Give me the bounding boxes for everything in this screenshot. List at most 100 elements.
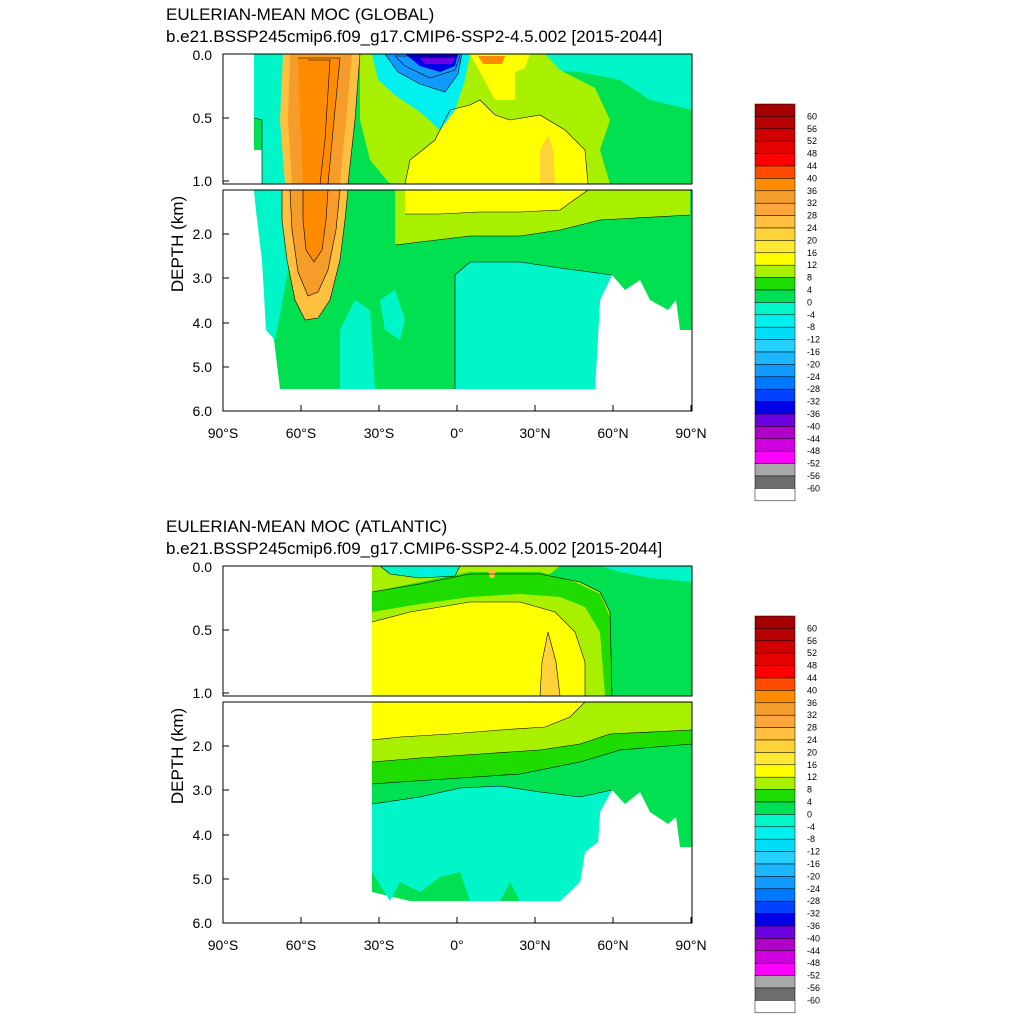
global-ylabel: DEPTH (km) [168,196,187,292]
colorbar-swatch [754,326,796,340]
colorbar-label: 56 [807,636,817,646]
global-lower-contour-lines [281,189,691,389]
global-xtick: 30°S [364,425,395,441]
colorbar-swatch [754,165,796,179]
global-xtick: 0° [450,425,463,441]
atlantic-xtick: 60°S [286,937,317,953]
colorbar-swatch [754,690,796,704]
global-upper-darkorange [298,58,340,184]
colorbar-label: 4 [807,285,812,295]
colorbar-label: -60 [807,483,820,493]
colorbar-label: -40 [807,933,820,943]
colorbar-swatch [754,826,796,840]
atlantic-xtick: 30°S [364,937,395,953]
colorbar-label: -36 [807,409,820,419]
colorbar-label: 40 [807,685,817,695]
colorbar-label: -36 [807,921,820,931]
atlantic-lower-contour-lines [371,701,693,805]
colorbar-label: 32 [807,198,817,208]
colorbar-label: 52 [807,648,817,658]
colorbar-swatch [754,190,796,204]
atlantic-lower-plot [222,701,693,924]
colorbar-label: 56 [807,124,817,134]
colorbar-label: -8 [807,322,815,332]
colorbar-swatch [754,801,796,815]
global-axis-ticks [222,53,692,411]
atlantic-lower-green-band [372,730,692,784]
colorbar-label: 8 [807,273,812,283]
global-moc-chart: EULERIAN-MEAN MOC (GLOBAL) b.e21.BSSP245… [166,5,820,502]
colorbar-label: 40 [807,173,817,183]
colorbar-swatch [754,913,796,927]
colorbar-label: -12 [807,847,820,857]
colorbar-label: 8 [807,785,812,795]
colorbar-swatch [754,776,796,790]
colorbar-label: 24 [807,735,817,745]
colorbar-swatch [754,264,796,278]
colorbar-label: 16 [807,248,817,258]
atlantic-lower-teal-deep [372,786,612,901]
colorbar-swatch [754,413,796,427]
colorbar-swatch [754,227,796,241]
colorbar-swatch [754,339,796,353]
global-upper-negative-peak [420,58,455,64]
atlantic-ytick: 4.0 [193,827,213,843]
colorbar-swatch [754,851,796,865]
atlantic-chart-title: EULERIAN-MEAN MOC (ATLANTIC) [166,517,447,536]
atlantic-xtick: 90°N [675,937,706,953]
global-lower-plot [222,189,693,412]
colorbar-swatch [754,888,796,902]
colorbar-label: -8 [807,834,815,844]
colorbar-label: -24 [807,884,820,894]
colorbar-label: -4 [807,310,815,320]
colorbar-label: -56 [807,983,820,993]
colorbar-swatch [754,438,796,452]
atlantic-axis-ticks [222,565,692,923]
colorbar-label: -48 [807,446,820,456]
colorbar-label: -60 [807,995,820,1005]
colorbar-swatch [754,727,796,741]
colorbar-swatch [754,153,796,167]
colorbar-swatch [754,652,796,666]
colorbar-swatch [754,388,796,402]
colorbar-label: 4 [807,797,812,807]
colorbar-swatch [754,975,796,989]
global-xtick: 60°N [597,425,628,441]
colorbar-swatch [754,488,796,502]
colorbar-label: -16 [807,347,820,357]
atlantic-lower-yellow [372,702,585,740]
colorbar-label: 24 [807,223,817,233]
colorbar-label: 28 [807,723,817,733]
global-upper-positive-nh-cell [478,56,505,64]
colorbar-swatch [754,128,796,142]
colorbar-swatch [754,351,796,365]
colorbar-swatch [754,302,796,316]
atlantic-xtick: 60°N [597,937,628,953]
colorbar-label: 52 [807,136,817,146]
colorbar-label: -40 [807,421,820,431]
colorbar-swatch [754,450,796,464]
colorbar-label: -48 [807,958,820,968]
global-moc-panel: EULERIAN-MEAN MOC (GLOBAL) b.e21.BSSP245… [166,5,820,502]
colorbar-label: 48 [807,661,817,671]
colorbar-label: -20 [807,359,820,369]
atlantic-ytick: 5.0 [193,871,213,887]
colorbar-swatch [754,665,796,679]
global-ytick: 6.0 [193,403,213,419]
colorbar-label: 48 [807,149,817,159]
atlantic-ytick: 6.0 [193,915,213,931]
global-chart-title: EULERIAN-MEAN MOC (GLOBAL) [166,5,434,24]
global-chart-subtitle: b.e21.BSSP245cmip6.f09_g17.CMIP6-SSP2-4.… [166,27,662,46]
colorbar-label: 0 [807,809,812,819]
global-xtick: 30°N [519,425,550,441]
colorbar-swatch [754,876,796,890]
atlantic-xtick: 0° [450,937,463,953]
colorbar-label: 44 [807,673,817,683]
colorbar-swatch [754,376,796,390]
global-xtick: 90°S [208,425,239,441]
global-colorbar: 60565248444036322824201612840-4-8-12-16-… [754,103,820,502]
colorbar-label: 12 [807,260,817,270]
colorbar-swatch [754,640,796,654]
colorbar-swatch [754,289,796,303]
global-lower-teal-deep [455,262,612,389]
